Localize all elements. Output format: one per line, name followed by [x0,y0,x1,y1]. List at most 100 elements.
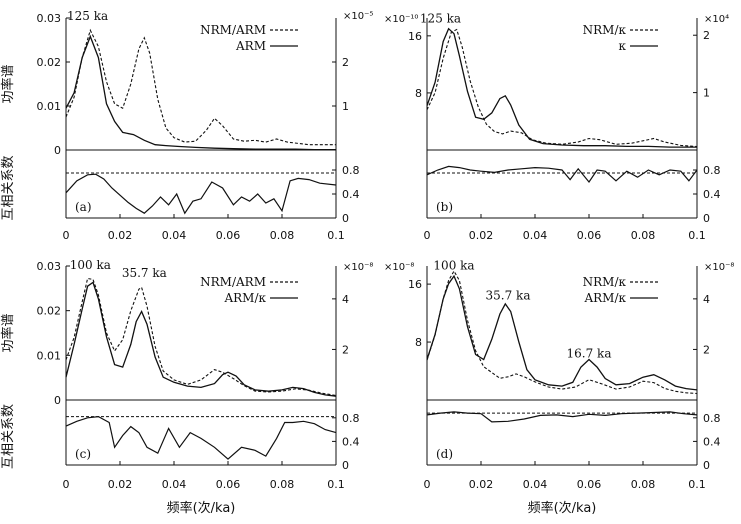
x-tick-label: 0.06 [216,478,241,491]
right-tick-label: 2 [703,343,710,356]
period-annotation: 100 ka [70,258,111,272]
left-tick-label: 0.02 [37,56,62,69]
series-line-NRM/ARM [65,28,336,146]
period-annotation: 16.7 ka [567,346,612,360]
x-tick-label: 0.02 [469,229,494,242]
legend-label: NRM/κ [583,23,627,37]
legend-label: ARM [235,39,266,53]
right-tick-label: 2 [703,29,710,42]
x-tick-label: 0 [63,229,70,242]
coherence-ylabel: 互相关系数 [1,155,16,220]
legend-label: ARM/κ [223,291,266,305]
x-tick-label: 0.1 [688,478,706,491]
right-multiplier: ×10⁻⁵ [343,11,373,22]
x-tick-label: 0 [424,229,431,242]
coherence-line [426,411,698,423]
x-tick-label: 0.02 [108,478,133,491]
legend-label: κ [619,39,627,53]
x-tick-label: 0.04 [523,229,548,242]
coh-tick-label: 0.8 [342,164,360,177]
coh-tick-label: 0 [703,212,710,225]
power-ylabel: 功率谱 [0,64,16,103]
right-tick-label: 2 [342,343,349,356]
coh-tick-label: 0.4 [703,435,721,448]
right-tick-label: 2 [342,56,349,69]
x-tick-label: 0.02 [108,229,133,242]
period-annotation: 35.7 ka [122,266,167,280]
x-tick-label: 0.08 [631,478,656,491]
right-multiplier: ×10⁻⁸ [343,262,373,273]
x-tick-label: 0.06 [577,478,602,491]
x-tick-label: 0.06 [216,229,241,242]
x-tick-label: 0.1 [327,229,345,242]
x-axis-title: 频率(次/ka) [528,500,597,516]
legend-label: NRM/κ [583,275,627,289]
coh-tick-label: 0.4 [703,188,721,201]
left-tick-label: 0 [54,394,61,407]
x-tick-label: 0.04 [162,478,187,491]
coh-tick-label: 0 [703,459,710,472]
right-multiplier: ×10⁴ [704,14,729,25]
right-tick-label: 1 [703,87,710,100]
coh-tick-label: 0.8 [703,412,721,425]
left-tick-label: 0 [54,144,61,157]
coh-tick-label: 0.4 [342,188,360,201]
period-annotation: 35.7 ka [486,288,531,302]
right-tick-label: 4 [703,293,710,306]
legend-label: ARM/κ [583,291,626,305]
period-annotation: 125 ka [67,9,108,23]
right-tick-label: 4 [342,293,349,306]
series-line-ARM/κ [65,281,337,397]
right-tick-label: 1 [342,100,349,113]
left-tick-label: 8 [415,87,422,100]
coherence-line [426,165,698,184]
x-tick-label: 0 [63,478,70,491]
legend-label: NRM/ARM [200,23,266,37]
series-line-ARM/κ [426,274,698,391]
left-tick-label: 0.03 [37,260,62,273]
panel-0: 0 0.02 0.04 0.06 0.08 0.1 0 0.01 0.02 0.03 1 2 0 0.4 0… [0,9,373,242]
coh-tick-label: 0 [342,212,349,225]
right-multiplier: ×10⁻⁸ [704,262,734,273]
coh-tick-label: 0.4 [342,435,360,448]
x-tick-label: 0.08 [631,229,656,242]
coh-tick-label: 0 [342,459,349,472]
period-annotation: 100 ka [433,259,474,273]
left-tick-label: 16 [408,278,422,291]
series-line-κ [426,27,697,148]
x-tick-label: 0.08 [270,229,295,242]
panel-2: 0 0.02 0.04 0.06 0.08 0.1 0 0.01 0.02 0.03 2 4 0 0.4 0… [0,258,373,491]
left-multiplier: ×10⁻⁸ [384,262,414,273]
coherence-ylabel: 互相关系数 [1,404,16,469]
legend-label: NRM/ARM [200,275,266,289]
panel-label: (d) [436,447,453,461]
power-ylabel: 功率谱 [0,313,16,352]
period-annotation: 125 ka [420,11,461,25]
left-multiplier: ×10⁻¹⁰ [384,14,418,25]
x-tick-label: 0.04 [162,229,187,242]
coherence-line [65,173,337,215]
left-tick-label: 0.02 [37,305,62,318]
left-tick-label: 0.01 [37,349,62,362]
series-line-NRM/ARM [65,277,337,397]
series-line-NRM/κ [426,28,698,148]
coh-tick-label: 0.8 [342,412,360,425]
x-axis-title: 频率(次/ka) [167,500,236,516]
x-tick-label: 0 [424,478,431,491]
left-tick-label: 8 [415,336,422,349]
x-tick-label: 0.02 [469,478,494,491]
series-line-NRM/κ [426,269,698,395]
series-line-ARM [65,34,336,151]
x-tick-label: 0.06 [577,229,602,242]
x-tick-label: 0.04 [523,478,548,491]
coh-tick-label: 0.8 [703,164,721,177]
panel-label: (a) [75,200,92,214]
x-tick-label: 0.08 [270,478,295,491]
panel-1: 0 0.02 0.04 0.06 0.08 0.1 8 16 1 2 0 0.4 0.8 ×10⁻¹⁰ ×1… [384,11,729,242]
panel-label: (b) [436,200,453,214]
left-tick-label: 0.03 [37,12,62,25]
left-tick-label: 16 [408,30,422,43]
x-tick-label: 0.1 [688,229,706,242]
